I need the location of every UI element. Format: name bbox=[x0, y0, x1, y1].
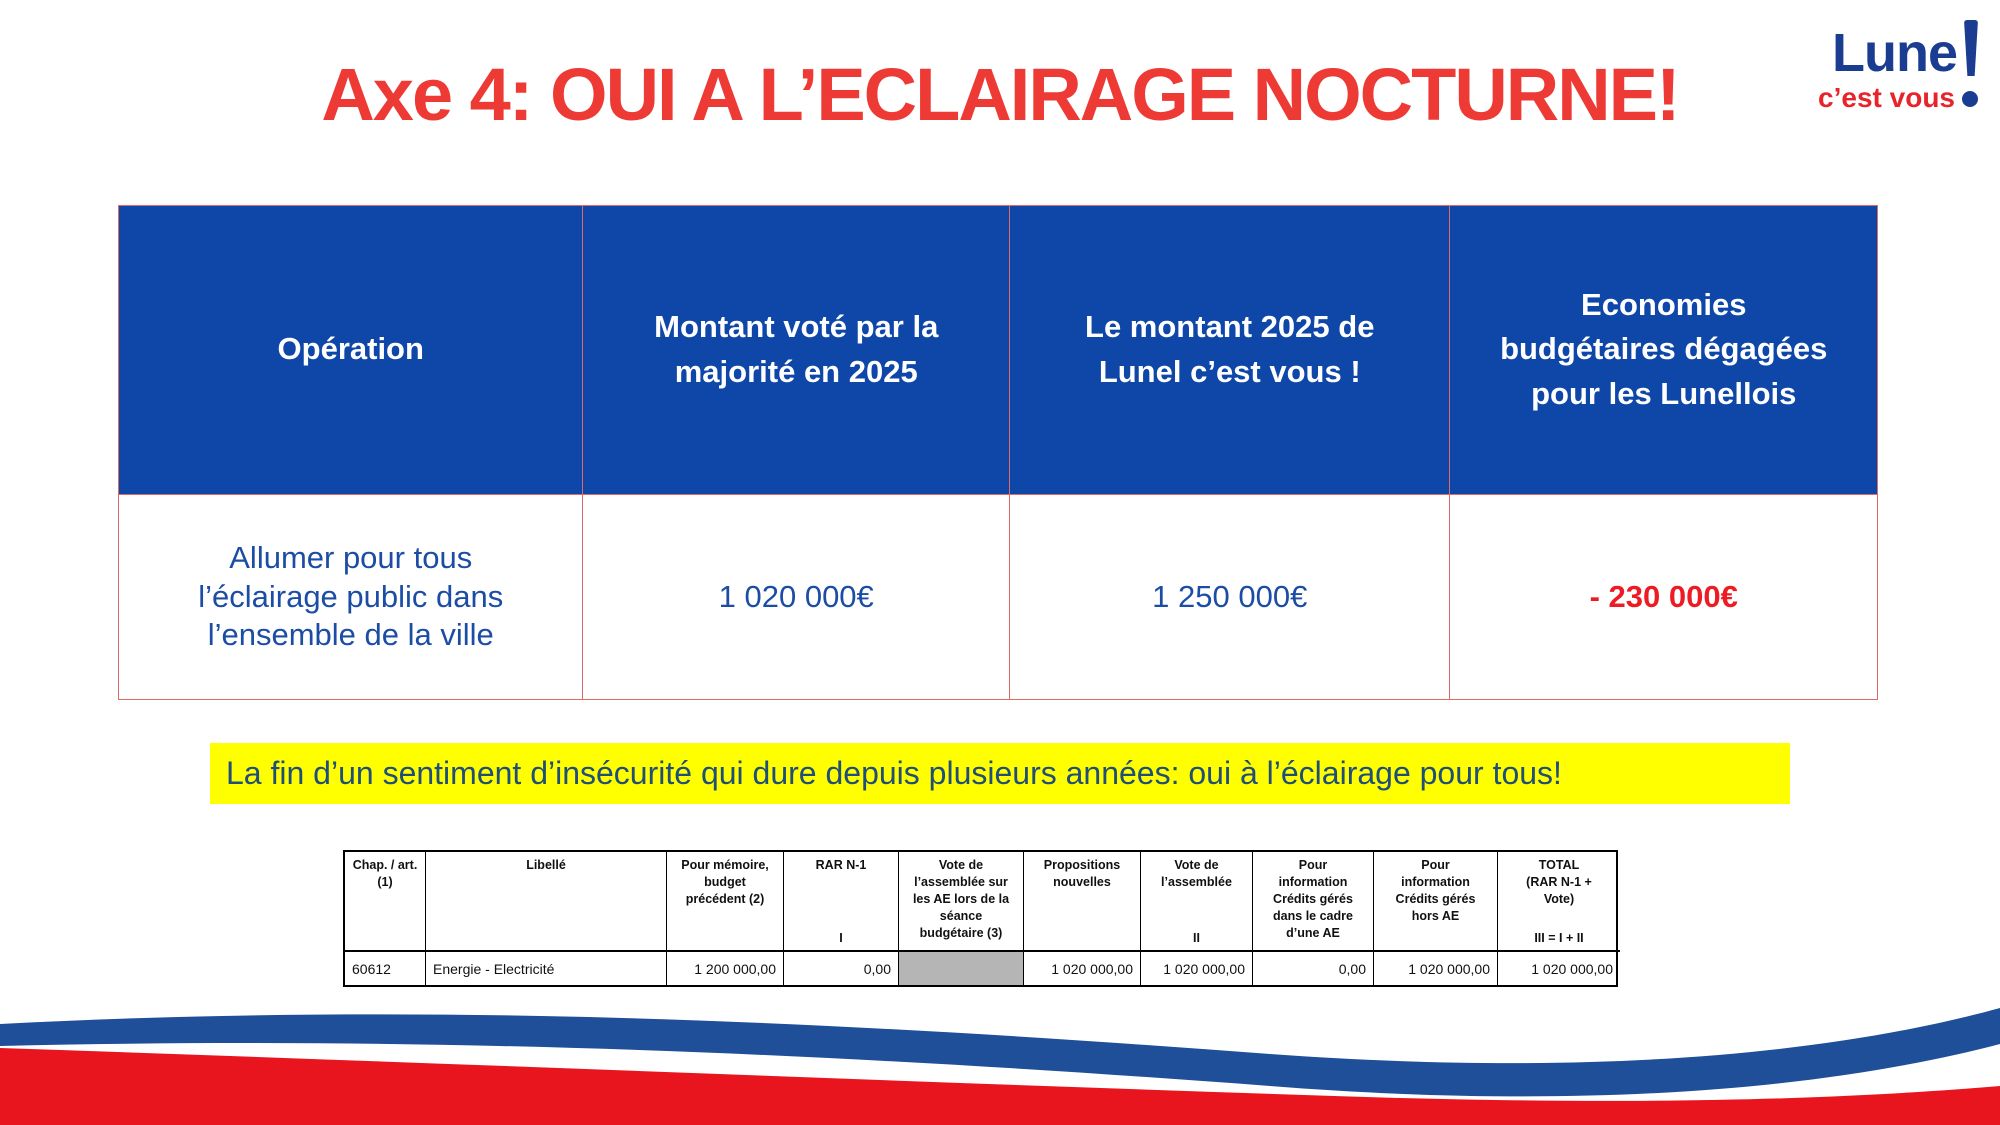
budget-cell-pour-memoire: 1 200 000,00 bbox=[667, 952, 784, 985]
logo-tagline: c’est vous bbox=[1818, 82, 1955, 113]
budget-header-credits-ae: Pour information Crédits gérés dans le c… bbox=[1253, 852, 1374, 952]
highlight-banner-text: La fin d’un sentiment d’insécurité qui d… bbox=[226, 755, 1562, 791]
budget-cell-credits-ae: 0,00 bbox=[1253, 952, 1374, 985]
budget-header-propositions: Propositions nouvelles bbox=[1024, 852, 1141, 952]
budget-cell-rar: 0,00 bbox=[784, 952, 899, 985]
budget-header-chap-art: Chap. / art. (1) bbox=[345, 852, 426, 952]
cell-montant-majorite: 1 020 000€ bbox=[583, 494, 1010, 699]
cell-operation: Allumer pour tous l’éclairage public dan… bbox=[119, 494, 584, 699]
budget-header-total: TOTAL (RAR N-1 + Vote) III = I + II bbox=[1498, 852, 1620, 952]
budget-cell-vote-assemblee: 1 020 000,00 bbox=[1141, 952, 1253, 985]
logo-tagline-row: c’est vous bbox=[1818, 84, 1978, 112]
budget-header-pour-memoire: Pour mémoire, budget précédent (2) bbox=[667, 852, 784, 952]
logo-name: Lune bbox=[1832, 23, 1958, 83]
column-header-economies: Economies budgétaires dégagées pour les … bbox=[1450, 206, 1877, 495]
budget-cell-total: 1 020 000,00 bbox=[1531, 960, 1613, 977]
budget-header-vote-assemblee: Vote de l’assemblée II bbox=[1141, 852, 1253, 952]
wave-red-band bbox=[0, 1048, 2000, 1125]
exclamation-dot-icon bbox=[1962, 91, 1978, 107]
budget-cell-vote-ae bbox=[899, 952, 1024, 985]
slide-title: Axe 4: OUI A L’ECLAIRAGE NOCTURNE! bbox=[321, 53, 1680, 136]
cell-economies: - 230 000€ bbox=[1450, 494, 1877, 699]
logo-wordmark: Lune bbox=[1818, 20, 1978, 83]
budget-header-credits-hors-ae: Pour information Crédits gérés hors AE bbox=[1374, 852, 1498, 952]
comparison-table: Opération Montant voté par la majorité e… bbox=[118, 205, 1878, 700]
bottom-wave bbox=[0, 1008, 2000, 1125]
wave-blue-band bbox=[0, 1008, 2000, 1097]
column-header-montant-lcv: Le montant 2025 de Lunel c’est vous ! bbox=[1009, 206, 1451, 495]
budget-header-rar-n1: RAR N-1 I bbox=[784, 852, 899, 952]
budget-header-libelle: Libellé bbox=[426, 852, 667, 952]
budget-cell-credits-hors-ae: 1 020 000,00 bbox=[1374, 952, 1498, 985]
column-header-operation: Opération bbox=[119, 206, 584, 495]
budget-cell-chap: 60612 bbox=[345, 952, 426, 985]
highlight-banner: La fin d’un sentiment d’insécurité qui d… bbox=[210, 743, 1790, 804]
budget-header-vote-ae: Vote de l’assemblée sur les AE lors de l… bbox=[899, 852, 1024, 952]
column-header-montant-majorite: Montant voté par la majorité en 2025 bbox=[583, 206, 1010, 495]
budget-table: Chap. / art. (1) Libellé Pour mémoire, b… bbox=[343, 850, 1620, 987]
cell-montant-lcv: 1 250 000€ bbox=[1009, 494, 1451, 699]
budget-cell-libelle: Energie - Electricité bbox=[426, 952, 667, 985]
exclamation-bar-icon bbox=[1964, 20, 1978, 76]
budget-cell-propositions: 1 020 000,00 bbox=[1024, 952, 1141, 985]
logo: Lune c’est vous bbox=[1818, 20, 1978, 112]
